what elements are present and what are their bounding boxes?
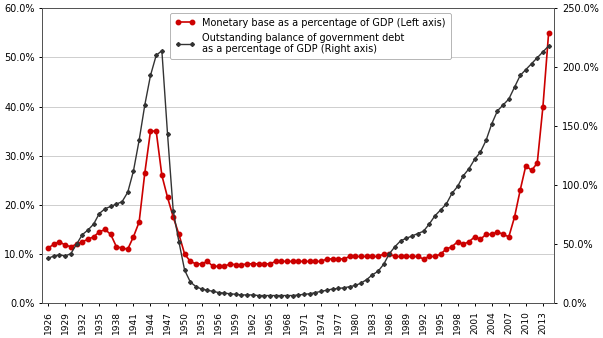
Legend: Monetary base as a percentage of GDP (Left axis), Outstanding balance of governm: Monetary base as a percentage of GDP (Le…: [170, 13, 450, 59]
